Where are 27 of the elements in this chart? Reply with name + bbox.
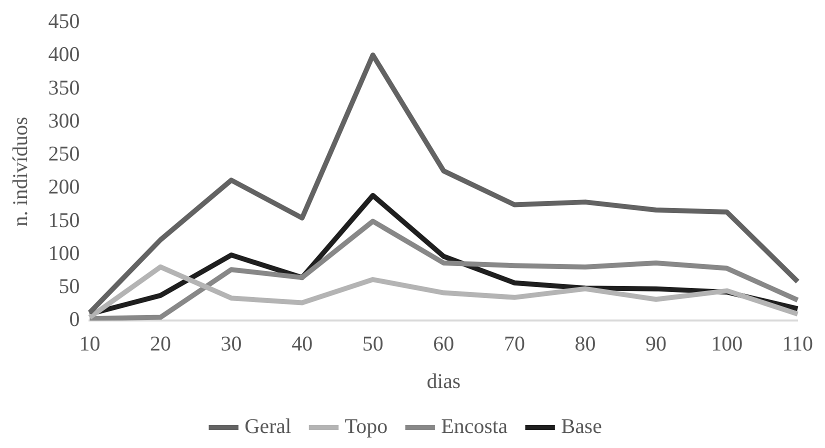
y-tick-label: 400 [48,42,80,66]
x-axis-title: dias [426,368,461,393]
x-tick-label: 20 [150,332,171,356]
y-tick-label: 150 [48,208,80,232]
x-tick-label: 80 [574,332,596,356]
x-tick-label: 60 [433,332,454,356]
x-tick-label: 50 [362,332,384,356]
y-tick-label: 350 [48,75,80,100]
x-tick-label: 70 [504,332,525,356]
legend-label: Encosta [441,414,508,438]
legend-label: Topo [344,414,388,438]
x-tick-label: 110 [782,332,814,356]
y-axis-title: n. indivíduos [8,116,32,226]
x-tick-label: 30 [220,332,242,356]
y-tick-label: 450 [48,9,80,34]
legend-label: Base [561,414,602,438]
y-tick-label: 100 [48,240,80,265]
y-tick-label: 50 [58,274,80,298]
y-tick-label: 200 [48,174,80,199]
y-tick-label: 0 [69,307,80,332]
legend-label: Geral [244,414,292,438]
x-tick-label: 90 [646,332,667,356]
x-tick-label: 40 [292,332,313,356]
x-tick-label: 10 [79,332,100,356]
y-tick-label: 250 [48,142,80,166]
x-tick-label: 100 [711,332,743,356]
y-tick-label: 300 [48,108,80,132]
